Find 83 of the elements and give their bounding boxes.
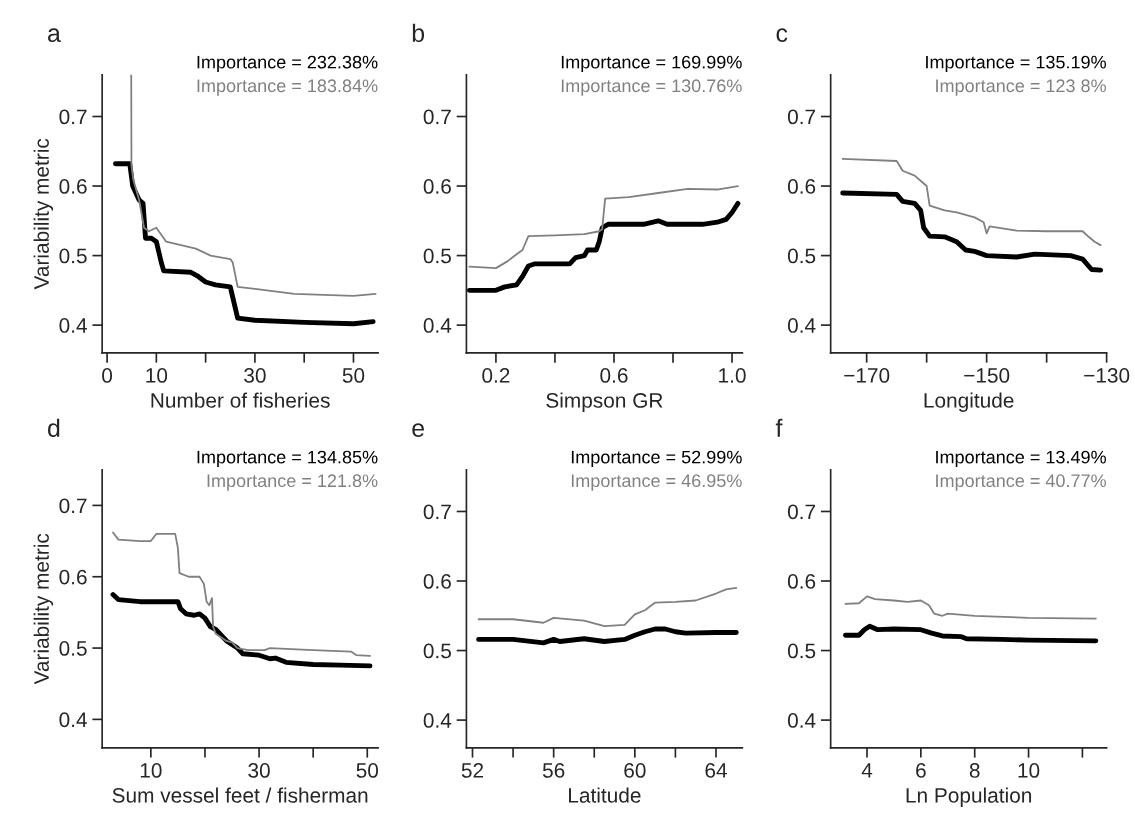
chart-title: d: [48, 418, 60, 437]
y-tick-label: 0.7: [423, 504, 451, 520]
y-tick-label: 0.4: [59, 318, 87, 333]
annotation: Importance = 121.8%: [207, 474, 378, 491]
y-tick-label: 0.5: [787, 248, 816, 264]
x-tick-label: −150: [964, 368, 1010, 383]
x-tick-label: 10: [146, 368, 168, 383]
text: Importance = 13.49%: [936, 450, 1106, 468]
chart-title: c: [776, 28, 788, 43]
x-axis-title: Simpson GR: [546, 392, 663, 412]
y-tick-label: 0.7: [787, 504, 816, 520]
text: Importance = 135.19%: [926, 55, 1106, 73]
line-series: [112, 531, 371, 657]
y-tick-label: 0.7: [423, 109, 451, 125]
x-axis-title: Latitude: [569, 787, 641, 803]
y-axis-title: Variability metric: [33, 533, 54, 685]
x-tick-label: 60: [624, 763, 646, 778]
line-series: [841, 158, 1102, 247]
x-tick-label: 6: [916, 763, 926, 778]
line-series: [844, 595, 1097, 620]
y-tick-label: 0.6: [423, 574, 451, 589]
x-tick-label: 1.0: [719, 368, 746, 383]
y-tick-label: 0.5: [423, 248, 451, 264]
x-tick-label: 4: [861, 763, 873, 778]
x-tick-label: −130: [1084, 368, 1130, 383]
text: Importance = 169.99%: [561, 55, 742, 73]
y-tick-label: 0.6: [423, 179, 451, 194]
y-tick-label: 0.4: [423, 318, 452, 333]
annotation: Importance = 130.76%: [561, 79, 742, 96]
y-tick-label: 0.4: [787, 318, 816, 333]
y-tick-label: 0.4: [59, 712, 87, 728]
line-series: [130, 74, 377, 297]
text: Importance = 52.99%: [571, 450, 742, 468]
x-axis-title: Number of fisheries: [151, 392, 330, 408]
x-tick-label: 56: [542, 763, 565, 778]
line-series: [843, 623, 1099, 644]
line-series: [466, 201, 741, 293]
chart-title: f: [775, 418, 783, 437]
text: Importance = 134.85%: [197, 450, 378, 468]
chart-title: a: [48, 28, 61, 43]
y-tick-label: 0.4: [787, 713, 816, 728]
y-tick-label: 0.5: [59, 641, 87, 656]
line-series: [113, 161, 376, 327]
x-axis-title: Longitude: [924, 392, 1014, 412]
y-tick-label: 0.7: [59, 498, 87, 514]
line-series: [110, 592, 373, 669]
x-axis-title: Sum vessel feet / fisherman: [112, 787, 368, 803]
y-tick-label: 0.5: [59, 248, 87, 264]
x-tick-label: −170: [844, 368, 890, 383]
y-tick-label: 0.6: [787, 574, 816, 589]
y-tick-label: 0.6: [59, 569, 87, 585]
y-tick-label: 0.5: [423, 643, 451, 659]
chart-title: b: [412, 23, 425, 43]
y-tick-label: 0.6: [59, 179, 87, 194]
x-tick-label: 0.2: [482, 368, 510, 383]
x-axis-title: Ln Population: [906, 787, 1032, 807]
y-tick-label: 0.5: [787, 643, 816, 659]
y-tick-label: 0.4: [423, 713, 452, 728]
y-axis-title: Variability metric: [33, 138, 54, 290]
x-tick-label: 30: [248, 763, 270, 778]
x-tick-label: 64: [705, 763, 727, 778]
annotation: Importance = 123 8%: [936, 79, 1106, 96]
x-tick-label: 52: [461, 763, 484, 778]
line-series: [476, 626, 739, 646]
y-tick-label: 0.7: [59, 109, 87, 125]
chart-title: e: [412, 423, 425, 437]
annotation: Importance = 46.95%: [571, 474, 742, 491]
line-series: [840, 190, 1104, 273]
x-tick-label: 0.6: [600, 368, 628, 383]
x-tick-label: 8: [969, 763, 980, 778]
x-tick-label: 50: [342, 368, 365, 383]
text: Importance = 232.38%: [197, 55, 378, 73]
x-tick-label: 10: [140, 763, 162, 778]
x-tick-label: 30: [244, 368, 266, 383]
x-tick-label: 0: [102, 368, 113, 383]
y-tick-label: 0.6: [787, 179, 816, 194]
y-tick-label: 0.7: [787, 109, 816, 125]
annotation: Importance = 40.77%: [936, 474, 1106, 491]
line-series: [477, 587, 738, 628]
line-series: [468, 185, 739, 270]
x-tick-label: 10: [1018, 763, 1040, 778]
x-tick-label: 50: [356, 763, 379, 778]
annotation: Importance = 183.84%: [197, 79, 378, 96]
